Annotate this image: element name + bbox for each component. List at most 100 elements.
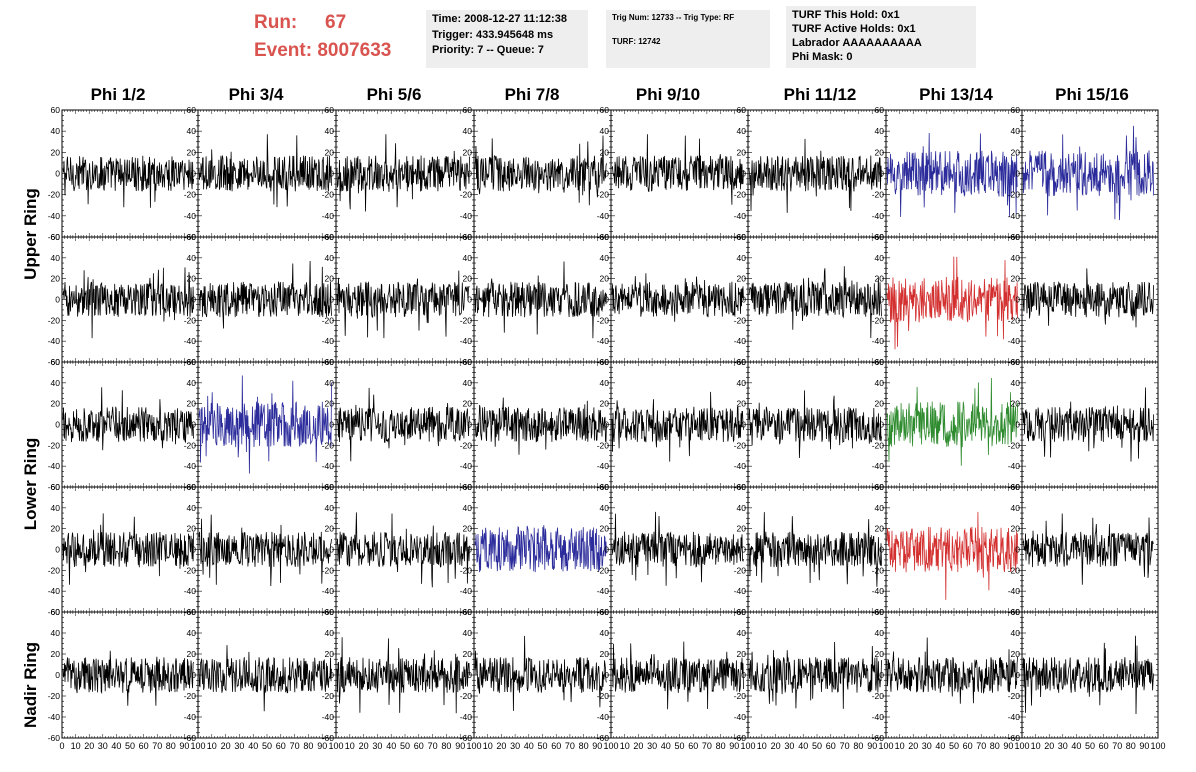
y-tick-label: -20 <box>322 190 335 200</box>
waveform-trace <box>62 387 194 451</box>
waveform-trace <box>1022 387 1154 462</box>
y-tick-label: -20 <box>734 315 747 325</box>
y-tick-label: -60 <box>48 607 61 617</box>
y-tick-label: 20 <box>187 274 197 284</box>
column-header-phi-9-10: Phi 9/10 <box>635 85 701 104</box>
phimask-line: Phi Mask: 0 <box>792 51 853 63</box>
y-tick-label: 20 <box>463 147 473 157</box>
y-tick-label: 60 <box>875 357 885 367</box>
y-tick-label: 40 <box>51 503 61 513</box>
y-tick-label: 20 <box>463 524 473 534</box>
waveform-trace <box>748 512 882 587</box>
y-tick-label: 0 <box>604 545 609 555</box>
y-tick-label: -20 <box>597 190 610 200</box>
y-tick-label: -40 <box>322 461 335 471</box>
y-tick-label: 0 <box>329 545 334 555</box>
y-tick-label: -40 <box>597 461 610 471</box>
y-tick-label: 60 <box>51 482 61 492</box>
y-tick-label: -20 <box>872 190 885 200</box>
y-tick-label: 0 <box>467 169 472 179</box>
y-tick-label: 20 <box>600 399 610 409</box>
y-tick-label: 0 <box>604 295 609 305</box>
y-tick-label: 20 <box>325 399 335 409</box>
y-tick-label: 60 <box>51 232 61 242</box>
y-tick-label: 40 <box>325 126 335 136</box>
y-tick-label: -60 <box>48 232 61 242</box>
y-tick-label: 20 <box>737 274 747 284</box>
event-label-text: Event: <box>254 40 313 61</box>
y-tick-label: 40 <box>600 253 610 263</box>
column-header-phi-11-12: Phi 11/12 <box>783 85 857 104</box>
y-tick-label: 60 <box>187 357 197 367</box>
y-tick-label: 0 <box>604 169 609 179</box>
labrador-line: Labrador AAAAAAAAAA <box>792 37 922 49</box>
y-tick-label: 60 <box>875 105 885 115</box>
turf-info-box: TURF This Hold: 0x1 TURF Active Holds: 0… <box>786 6 976 68</box>
y-tick-label: 60 <box>737 105 747 115</box>
y-tick-label: 40 <box>51 378 61 388</box>
y-tick-label: -20 <box>322 440 335 450</box>
y-tick-label: -20 <box>184 315 197 325</box>
y-tick-label: 20 <box>600 274 610 284</box>
y-tick-label: 60 <box>463 232 473 242</box>
y-tick-label: 0 <box>55 420 60 430</box>
priority-line: Priority: 7 -- Queue: 7 <box>432 44 544 56</box>
waveform-trace <box>336 387 470 462</box>
y-tick-label: -60 <box>48 482 61 492</box>
y-tick-label: 20 <box>600 147 610 157</box>
y-tick-label: -20 <box>1008 440 1021 450</box>
y-tick-label: 60 <box>600 357 610 367</box>
waveform-trace <box>336 270 470 339</box>
y-tick-label: 0 <box>604 420 609 430</box>
y-tick-label: 20 <box>187 399 197 409</box>
y-tick-label: -20 <box>597 565 610 575</box>
waveform-trace <box>62 267 194 339</box>
y-tick-label: 40 <box>463 253 473 263</box>
y-tick-label: 60 <box>600 105 610 115</box>
y-tick-label: 40 <box>737 503 747 513</box>
y-tick-label: -40 <box>184 461 197 471</box>
y-tick-label: 0 <box>741 420 746 430</box>
y-tick-label: 60 <box>463 482 473 492</box>
y-tick-label: 0 <box>191 169 196 179</box>
waveform-trace <box>336 512 470 588</box>
y-tick-label: 0 <box>191 420 196 430</box>
y-tick-label: 20 <box>875 399 885 409</box>
waveform-trace <box>62 155 194 208</box>
y-tick-label: -40 <box>1008 461 1021 471</box>
y-tick-label: -20 <box>460 440 473 450</box>
waveform-trace <box>748 266 882 339</box>
y-tick-label: 20 <box>51 399 61 409</box>
run-value: 67 <box>325 11 346 35</box>
y-tick-label: 0 <box>879 420 884 430</box>
y-tick-label: 0 <box>55 545 60 555</box>
y-tick-label: 40 <box>51 253 61 263</box>
y-tick-label: 20 <box>600 524 610 534</box>
y-tick-label: -40 <box>322 586 335 596</box>
y-tick-label: -40 <box>1008 211 1021 221</box>
y-tick-label: 60 <box>463 105 473 115</box>
y-tick-label: 60 <box>600 232 610 242</box>
y-tick-label: 60 <box>1011 105 1021 115</box>
y-tick-label: 60 <box>875 232 885 242</box>
y-tick-label: -20 <box>48 190 61 200</box>
y-tick-label: -40 <box>184 336 197 346</box>
y-tick-label: 0 <box>191 295 196 305</box>
y-tick-label: -20 <box>460 565 473 575</box>
y-tick-label: 0 <box>55 295 60 305</box>
y-tick-label: -40 <box>872 461 885 471</box>
y-tick-label: -20 <box>48 565 61 575</box>
waveform-trace <box>198 514 332 587</box>
y-tick-label: 0 <box>1015 420 1020 430</box>
waveform-trace <box>748 390 882 459</box>
waveform-trace <box>886 256 1018 350</box>
y-tick-label: 60 <box>463 357 473 367</box>
y-tick-label: 40 <box>325 378 335 388</box>
waveform-trace <box>886 377 1018 466</box>
y-tick-label: 20 <box>187 147 197 157</box>
run-label: Run: <box>254 11 297 35</box>
y-tick-label: 0 <box>329 295 334 305</box>
y-tick-label: -40 <box>48 461 61 471</box>
y-tick-label: 60 <box>737 232 747 242</box>
trigger-line: Trigger: 433.945648 ms <box>432 28 554 41</box>
